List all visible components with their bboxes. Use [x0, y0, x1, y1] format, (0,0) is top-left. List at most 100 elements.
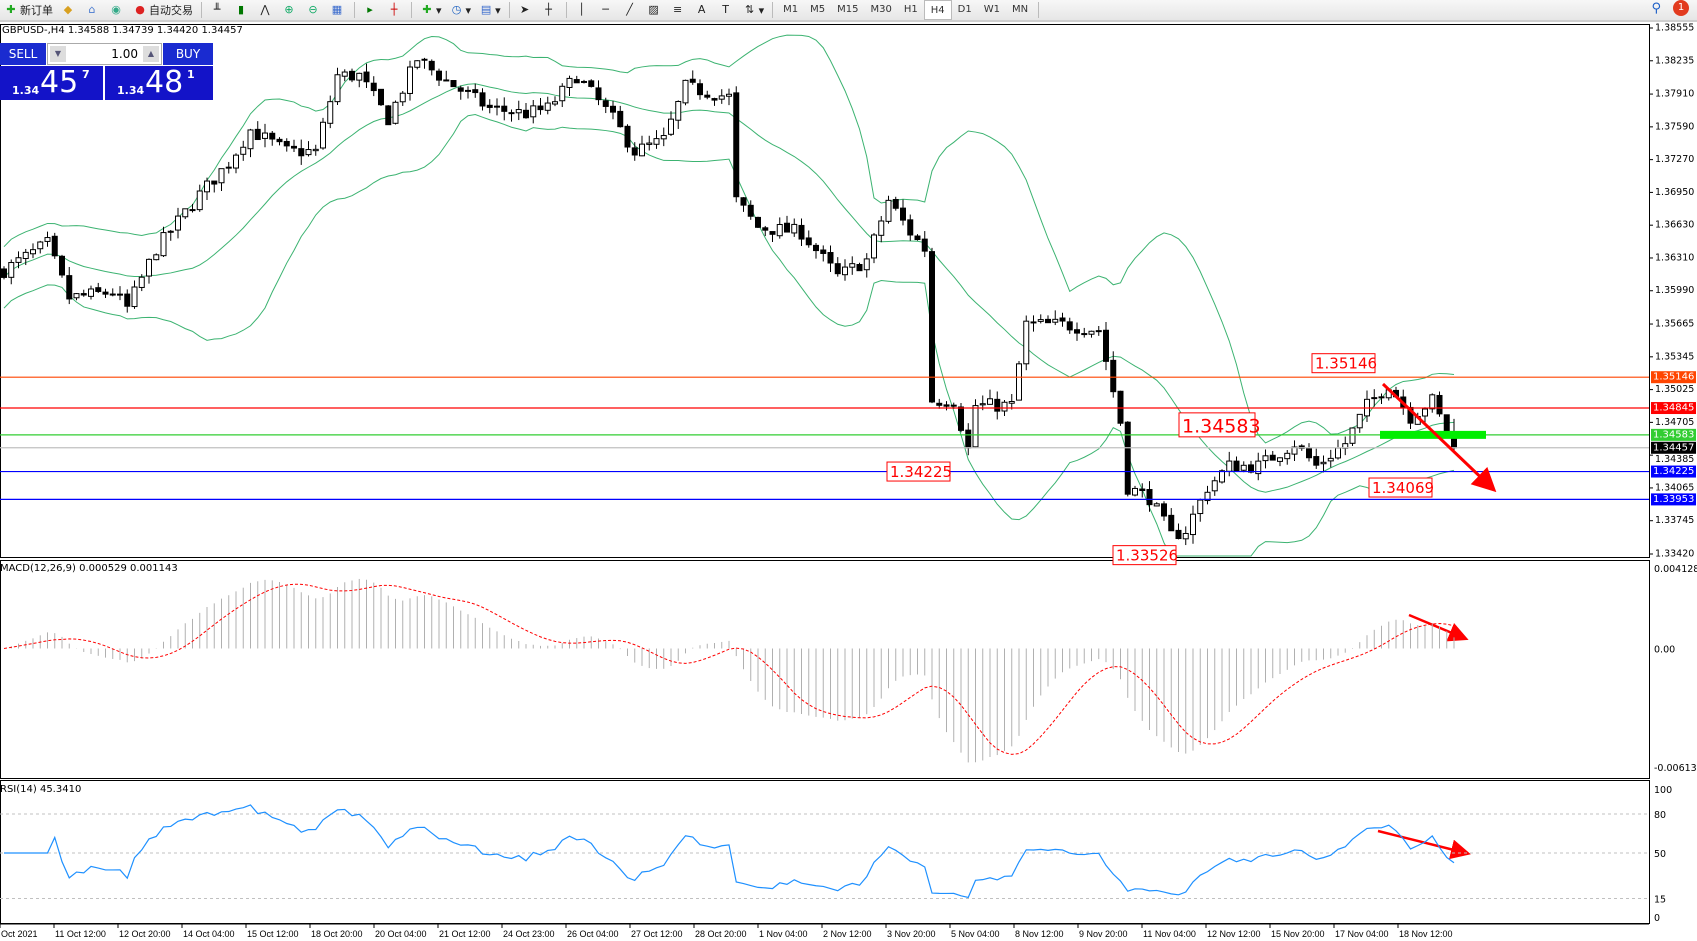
market-watch-button[interactable]: ⌂ [81, 1, 105, 19]
candle [820, 245, 827, 262]
zoom-in-button[interactable]: ⊕ [278, 1, 302, 19]
tile-windows-button[interactable]: ▦ [326, 1, 350, 19]
time-axis-label: 2 Nov 12:00 [823, 929, 872, 939]
candle-body [262, 132, 268, 139]
time-axis-label: 15 Oct 12:00 [247, 929, 299, 939]
lot-size-input[interactable] [68, 46, 138, 62]
candle [769, 231, 776, 243]
candle [849, 256, 856, 275]
candle [465, 86, 471, 99]
indicators-button[interactable]: ✚ ▾ [416, 1, 446, 19]
candle [755, 216, 761, 229]
bar-chart-button[interactable]: ╨ [206, 1, 230, 19]
candle-body [856, 264, 863, 272]
trendline-tool[interactable]: ╱ [619, 1, 643, 19]
timeframe-d1[interactable]: D1 [957, 3, 972, 15]
candle-body [305, 149, 312, 156]
timeframe-m5[interactable]: M5 [810, 3, 826, 15]
candle-body [182, 208, 189, 218]
candle-body [73, 293, 80, 299]
sell-button[interactable]: SELL [0, 43, 46, 65]
candle [1204, 485, 1211, 505]
candle-body [472, 89, 479, 94]
candle [1378, 393, 1385, 404]
candle-body [66, 275, 73, 300]
text-label-tool[interactable]: T [715, 1, 739, 19]
candle [994, 391, 1001, 420]
candle-body [675, 101, 682, 121]
candle-body [936, 402, 943, 406]
new-order-button[interactable]: ✚ 新订单 [0, 1, 57, 19]
arrows-icon: ⇅ [744, 3, 755, 16]
candle-body [1182, 532, 1189, 540]
candle [921, 231, 928, 258]
auto-trading-button[interactable]: ● 自动交易 [129, 1, 197, 19]
candle [175, 207, 181, 239]
zoom-out-button[interactable]: ⊖ [302, 1, 326, 19]
candle [523, 102, 529, 119]
timeframe-h4[interactable]: H4 [923, 0, 952, 20]
candle [472, 83, 479, 98]
bearish-trend-arrow [1381, 382, 1497, 493]
price-axis-label: 1.35345 [1655, 351, 1694, 362]
periods-button[interactable]: ◷ ▾ [446, 1, 476, 19]
candle-body [269, 132, 276, 140]
candle-body [327, 101, 334, 124]
candle [109, 288, 116, 297]
zoom-out-icon: ⊖ [308, 3, 318, 16]
increase-lot-icon[interactable]: ▲ [143, 46, 159, 62]
candle [972, 399, 979, 448]
vertical-line-tool[interactable]: │ [571, 1, 595, 19]
candle [856, 262, 863, 272]
timeframe-m1[interactable]: M1 [783, 3, 799, 15]
crosshair-tool[interactable]: ┼ [538, 1, 562, 19]
templates-button[interactable]: ▤ ▾ [480, 3, 501, 17]
candle-body [573, 79, 580, 84]
macd-signal-line [3, 583, 1455, 755]
lot-size-stepper[interactable]: ▼ ▲ [47, 43, 162, 65]
channel-tool[interactable]: ▨ [643, 1, 667, 19]
buy-price[interactable]: 1.34 48 1 [105, 66, 213, 100]
decrease-lot-icon[interactable]: ▼ [50, 46, 66, 62]
candle [443, 70, 450, 82]
timeframe-m30[interactable]: M30 [870, 3, 892, 15]
candle-body [958, 406, 964, 431]
candle-body [1045, 318, 1051, 324]
candle-body [1008, 401, 1015, 404]
buy-button[interactable]: BUY [163, 43, 213, 65]
sell-price[interactable]: 1.34 45 7 [0, 66, 103, 100]
candle [639, 135, 645, 157]
candle [457, 85, 464, 100]
candle [240, 140, 247, 161]
candle-body [160, 232, 167, 257]
timeframe-w1[interactable]: W1 [983, 3, 1000, 15]
horizontal-line-tool[interactable]: ─ [595, 1, 619, 19]
line-chart-icon: ⋀ [260, 3, 270, 16]
cursor-tool[interactable]: ➤ [514, 1, 538, 19]
candle-chart-button[interactable]: ▮ [230, 1, 254, 19]
history-button[interactable]: ◆ [57, 1, 81, 19]
candle-body [1262, 455, 1269, 462]
separator [1038, 2, 1040, 18]
timeframe-h1[interactable]: H1 [903, 3, 918, 15]
candle-body [907, 219, 914, 236]
candle [943, 401, 950, 411]
candle [1349, 427, 1356, 447]
timeframe-mn[interactable]: MN [1011, 3, 1029, 15]
text-tool[interactable]: A [691, 1, 715, 19]
candle [1182, 526, 1189, 546]
search-icon[interactable]: ⚲ [1651, 1, 1661, 16]
autoscroll-button[interactable]: ▸ [359, 1, 383, 19]
candle [233, 153, 239, 174]
navigator-button[interactable]: ◉ [105, 1, 129, 19]
candle [885, 195, 892, 224]
line-chart-button[interactable]: ⋀ [254, 1, 278, 19]
timeframe-m15[interactable]: M15 [837, 3, 859, 15]
candle [813, 243, 819, 259]
chart-shift-button[interactable]: ┼ [383, 1, 407, 19]
arrows-tool[interactable]: ⇅ ▾ [739, 1, 769, 19]
fibonacci-tool[interactable]: ≡ [667, 1, 691, 19]
notification-badge[interactable]: 1 [1673, 0, 1689, 16]
candle [363, 63, 370, 89]
